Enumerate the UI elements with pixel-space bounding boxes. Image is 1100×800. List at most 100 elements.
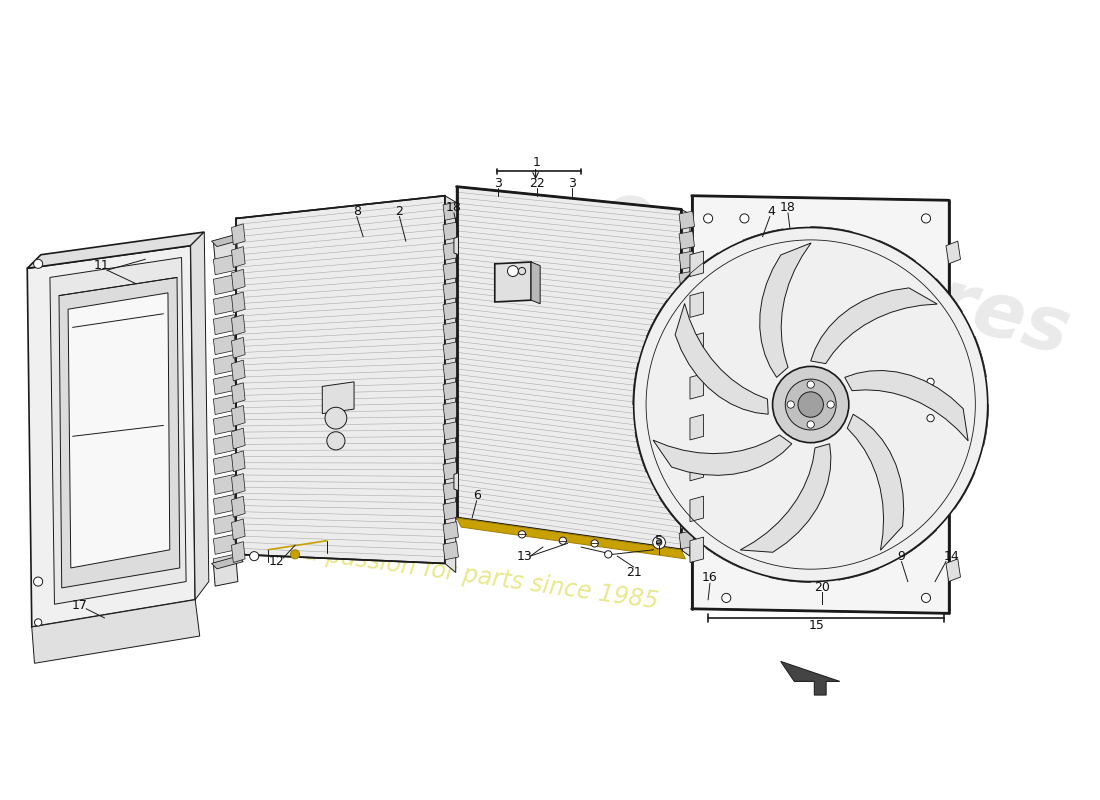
Polygon shape bbox=[690, 414, 704, 440]
Text: 22: 22 bbox=[529, 178, 544, 190]
Polygon shape bbox=[231, 406, 245, 426]
Polygon shape bbox=[690, 374, 704, 399]
Polygon shape bbox=[679, 471, 694, 489]
Circle shape bbox=[927, 414, 934, 422]
Circle shape bbox=[788, 401, 794, 408]
Polygon shape bbox=[845, 370, 968, 441]
Polygon shape bbox=[213, 294, 236, 314]
Circle shape bbox=[772, 366, 849, 442]
Circle shape bbox=[507, 266, 518, 277]
Polygon shape bbox=[443, 482, 459, 500]
Polygon shape bbox=[213, 354, 236, 374]
Polygon shape bbox=[50, 258, 186, 604]
Polygon shape bbox=[231, 246, 245, 267]
Polygon shape bbox=[456, 186, 681, 550]
Circle shape bbox=[807, 421, 814, 428]
Polygon shape bbox=[847, 414, 904, 550]
Polygon shape bbox=[675, 303, 768, 414]
Polygon shape bbox=[679, 311, 694, 329]
Polygon shape bbox=[443, 202, 459, 220]
Polygon shape bbox=[443, 322, 459, 340]
Polygon shape bbox=[692, 196, 948, 614]
Circle shape bbox=[657, 540, 662, 546]
Text: 17: 17 bbox=[72, 598, 88, 612]
Text: 3: 3 bbox=[568, 178, 576, 190]
Polygon shape bbox=[231, 314, 245, 335]
Polygon shape bbox=[231, 382, 245, 404]
Circle shape bbox=[652, 536, 666, 549]
Polygon shape bbox=[454, 237, 459, 254]
Polygon shape bbox=[213, 234, 238, 261]
Polygon shape bbox=[679, 431, 694, 449]
Circle shape bbox=[634, 227, 988, 582]
Polygon shape bbox=[28, 232, 205, 268]
Polygon shape bbox=[213, 534, 236, 554]
Polygon shape bbox=[443, 522, 459, 540]
Polygon shape bbox=[443, 382, 459, 400]
Polygon shape bbox=[690, 333, 704, 358]
Polygon shape bbox=[690, 292, 704, 318]
Polygon shape bbox=[946, 477, 960, 500]
Circle shape bbox=[740, 214, 749, 223]
Circle shape bbox=[559, 537, 566, 544]
Polygon shape bbox=[231, 496, 245, 517]
Polygon shape bbox=[444, 196, 455, 573]
Polygon shape bbox=[679, 211, 694, 230]
Polygon shape bbox=[231, 292, 245, 313]
Circle shape bbox=[327, 432, 345, 450]
Polygon shape bbox=[690, 251, 704, 277]
Polygon shape bbox=[322, 382, 354, 414]
Polygon shape bbox=[946, 241, 960, 264]
Text: 2: 2 bbox=[396, 205, 404, 218]
Text: 14: 14 bbox=[944, 550, 959, 562]
Polygon shape bbox=[236, 196, 444, 563]
Polygon shape bbox=[231, 519, 245, 540]
Polygon shape bbox=[760, 243, 811, 378]
Polygon shape bbox=[213, 314, 236, 334]
Text: eurospares: eurospares bbox=[593, 174, 1078, 371]
Polygon shape bbox=[443, 462, 459, 480]
Text: 6: 6 bbox=[473, 489, 481, 502]
Polygon shape bbox=[443, 282, 459, 300]
Circle shape bbox=[785, 379, 836, 430]
Polygon shape bbox=[679, 530, 694, 549]
Text: 8: 8 bbox=[353, 205, 361, 218]
Polygon shape bbox=[213, 394, 236, 414]
Text: 20: 20 bbox=[814, 581, 829, 594]
Circle shape bbox=[34, 618, 42, 626]
Polygon shape bbox=[231, 338, 245, 358]
Polygon shape bbox=[679, 451, 694, 469]
Polygon shape bbox=[443, 422, 459, 440]
Polygon shape bbox=[213, 474, 236, 494]
Text: 12: 12 bbox=[270, 555, 285, 568]
Polygon shape bbox=[231, 224, 245, 245]
Text: 18: 18 bbox=[446, 201, 462, 214]
Polygon shape bbox=[231, 270, 245, 290]
Text: 15: 15 bbox=[810, 618, 825, 632]
Polygon shape bbox=[213, 334, 236, 354]
Polygon shape bbox=[679, 291, 694, 310]
Polygon shape bbox=[781, 662, 839, 695]
Text: 11: 11 bbox=[94, 259, 110, 272]
Polygon shape bbox=[443, 342, 459, 360]
Circle shape bbox=[34, 259, 43, 268]
Circle shape bbox=[722, 594, 730, 602]
Polygon shape bbox=[679, 391, 694, 409]
Text: 4: 4 bbox=[768, 205, 776, 218]
Text: 9: 9 bbox=[898, 550, 905, 562]
Polygon shape bbox=[443, 502, 459, 520]
Polygon shape bbox=[68, 293, 169, 568]
Polygon shape bbox=[681, 210, 690, 556]
Polygon shape bbox=[740, 444, 830, 552]
Polygon shape bbox=[679, 251, 694, 270]
Polygon shape bbox=[679, 271, 694, 290]
Polygon shape bbox=[946, 559, 960, 582]
Polygon shape bbox=[454, 473, 459, 490]
Text: 3: 3 bbox=[495, 178, 503, 190]
Polygon shape bbox=[211, 234, 243, 246]
Polygon shape bbox=[443, 362, 459, 380]
Circle shape bbox=[704, 214, 713, 223]
Polygon shape bbox=[213, 514, 236, 534]
Polygon shape bbox=[679, 510, 694, 529]
Polygon shape bbox=[495, 262, 531, 302]
